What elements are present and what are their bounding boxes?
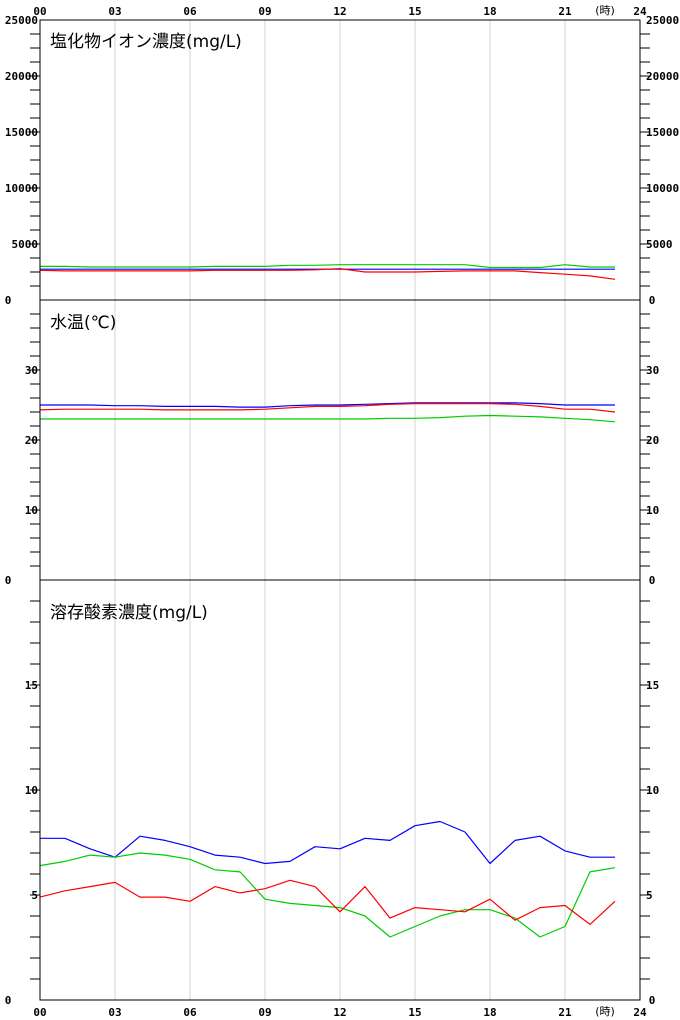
y-tick-label-left: 5: [31, 889, 38, 902]
series-line-red: [39, 879, 616, 926]
series-line-blue: [40, 402, 615, 408]
y-tick-label-left: 25000: [5, 14, 38, 27]
y-tick-label-left: 30: [25, 364, 38, 377]
outer-frame: [39, 19, 641, 1001]
series-line-blue: [40, 820, 615, 865]
x-tick-label-bottom: 09: [258, 1006, 271, 1019]
x-tick-label-top: 00: [33, 5, 46, 18]
x-unit-label-bottom: (時): [595, 1005, 615, 1018]
y-tick-label-left: 10000: [5, 182, 38, 195]
series-line-green: [40, 414, 616, 423]
x-tick-label-top: 24: [633, 5, 647, 18]
y-tick-label-right: 20000: [646, 70, 679, 83]
y-zero-label-right: 0: [649, 994, 656, 1007]
series-line-red: [39, 268, 616, 280]
x-tick-label-top: 06: [183, 5, 197, 18]
data-series: [39, 264, 616, 938]
x-tick-label-bottom: 06: [183, 1006, 197, 1019]
labels: 000003030606090912121515181821212424(時)(…: [5, 4, 679, 1019]
series-line-red: [39, 403, 616, 413]
y-tick-label-left: 15000: [5, 126, 38, 139]
y-tick-label-left: 20000: [5, 70, 38, 83]
y-tick-label-left: 15: [25, 679, 38, 692]
y-zero-label-left: 0: [5, 294, 12, 307]
panel-title: 溶存酸素濃度(mg/L): [50, 603, 208, 623]
panel-title: 塩化物イオン濃度(mg/L): [50, 32, 242, 52]
y-tick-label-right: 15000: [646, 126, 679, 139]
y-tick-label-left: 10: [25, 784, 38, 797]
y-tick-label-right: 30: [646, 364, 659, 377]
y-tick-label-left: 20: [25, 434, 38, 447]
y-zero-label-right: 0: [649, 574, 656, 587]
y-tick-label-right: 10000: [646, 182, 679, 195]
x-tick-label-bottom: 18: [483, 1006, 496, 1019]
x-tick-label-bottom: 24: [633, 1006, 647, 1019]
panel-title: 水温(℃): [50, 313, 116, 333]
y-tick-label-right: 10: [646, 504, 659, 517]
y-tick-label-right: 10: [646, 784, 659, 797]
x-tick-label-bottom: 15: [408, 1006, 421, 1019]
y-tick-label-left: 5000: [12, 238, 39, 251]
y-tick-label-right: 20: [646, 434, 659, 447]
series-line-green: [40, 264, 615, 269]
x-tick-label-bottom: 21: [558, 1006, 572, 1019]
x-tick-label-top: 21: [558, 5, 572, 18]
y-zero-label-left: 0: [5, 994, 12, 1007]
x-tick-label-top: 18: [483, 5, 496, 18]
x-tick-label-bottom: 03: [108, 1006, 121, 1019]
y-tick-label-right: 5: [646, 889, 653, 902]
x-tick-label-top: 03: [108, 5, 121, 18]
y-tick-label-right: 5000: [646, 238, 673, 251]
x-tick-label-top: 09: [258, 5, 271, 18]
axes-frame: [30, 19, 650, 1001]
x-tick-label-top: 15: [408, 5, 421, 18]
y-tick-label-right: 15: [646, 679, 659, 692]
y-tick-label-right: 25000: [646, 14, 679, 27]
y-zero-label-right: 0: [649, 294, 656, 307]
series-line-green: [39, 852, 616, 938]
x-tick-label-bottom: 00: [33, 1006, 46, 1019]
x-tick-label-bottom: 12: [333, 1006, 346, 1019]
x-unit-label-top: (時): [595, 4, 615, 17]
x-tick-label-top: 12: [333, 5, 346, 18]
gridlines: [114, 20, 566, 1000]
y-zero-label-left: 0: [5, 574, 12, 587]
y-tick-label-left: 10: [25, 504, 38, 517]
